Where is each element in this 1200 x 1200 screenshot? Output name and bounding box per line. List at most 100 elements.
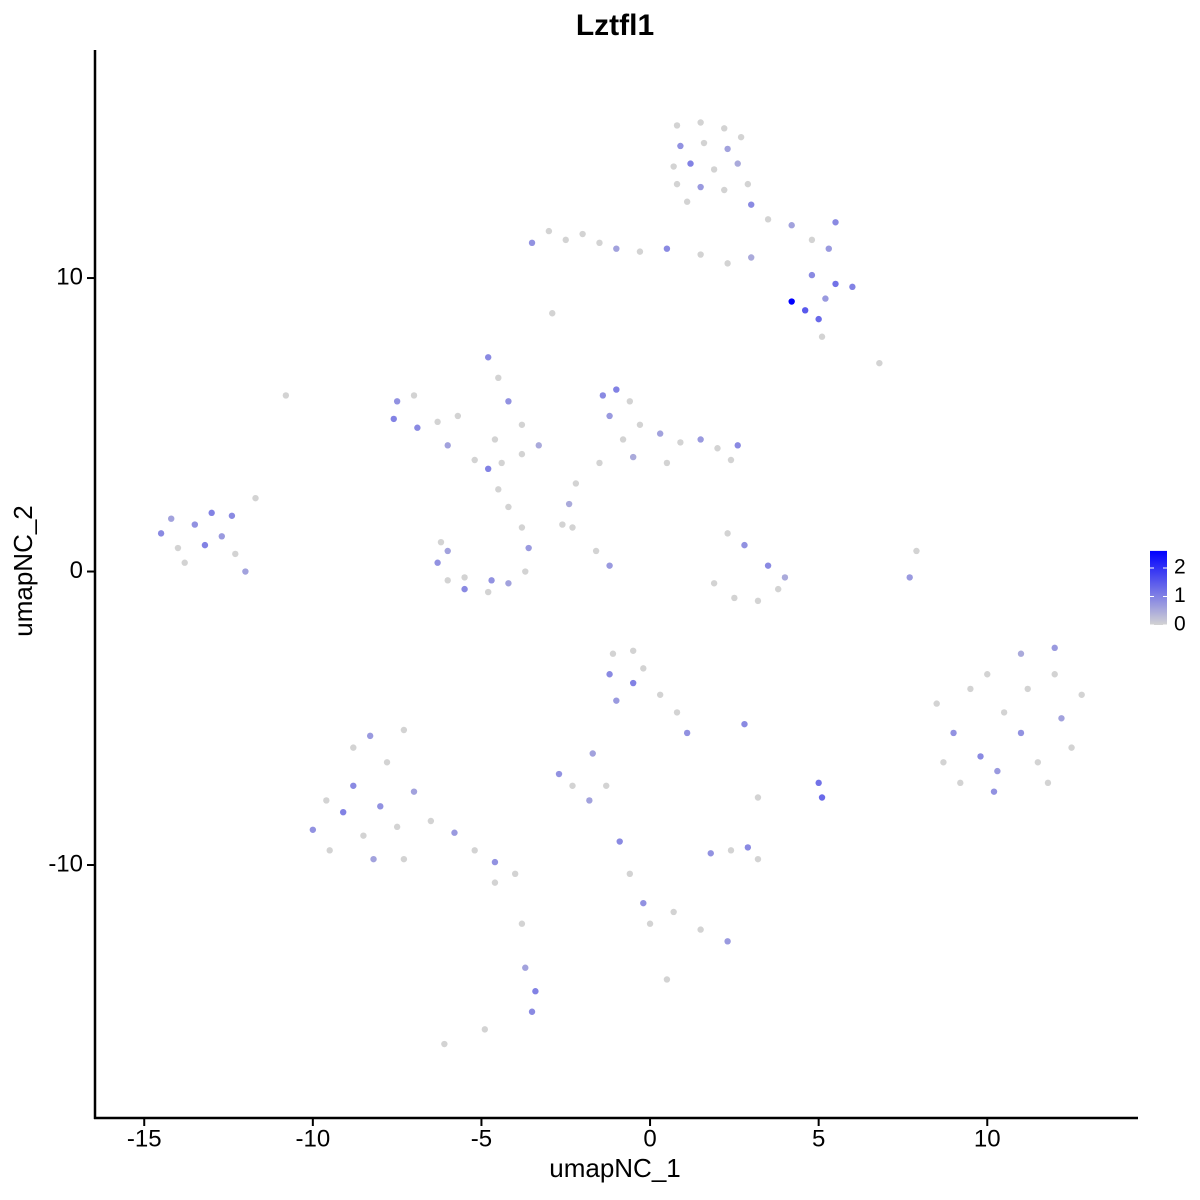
point xyxy=(370,855,377,863)
point xyxy=(562,236,569,244)
point xyxy=(748,254,755,261)
point xyxy=(488,577,495,584)
point xyxy=(484,588,492,596)
point xyxy=(441,1040,448,1048)
point xyxy=(913,547,920,555)
point xyxy=(609,650,617,657)
point xyxy=(559,521,566,528)
point xyxy=(495,486,502,493)
point xyxy=(906,574,913,581)
point xyxy=(572,480,580,487)
point xyxy=(731,594,738,602)
point xyxy=(754,794,762,801)
point xyxy=(876,359,883,367)
point xyxy=(788,222,795,229)
point xyxy=(174,544,182,552)
point xyxy=(754,597,762,605)
point xyxy=(596,239,603,247)
x-tick-label: 5 xyxy=(812,1125,825,1152)
point xyxy=(677,439,684,446)
point xyxy=(565,500,573,508)
point xyxy=(569,782,576,789)
point xyxy=(613,697,620,704)
point xyxy=(484,354,492,361)
point xyxy=(801,307,809,314)
colorbar-label: 2 xyxy=(1174,556,1186,579)
point xyxy=(518,421,526,428)
y-axis-label: umapNC_2 xyxy=(8,505,38,637)
point xyxy=(724,530,731,537)
point xyxy=(518,450,526,458)
point xyxy=(400,726,408,734)
point xyxy=(350,744,357,751)
point xyxy=(741,541,748,549)
point xyxy=(454,412,462,420)
point xyxy=(673,709,681,716)
point xyxy=(505,580,512,587)
point xyxy=(410,788,418,795)
point xyxy=(626,398,634,405)
points xyxy=(157,119,1085,1048)
point xyxy=(748,201,755,208)
point xyxy=(933,700,940,707)
point xyxy=(697,926,704,933)
point xyxy=(434,418,441,426)
point xyxy=(1017,650,1025,657)
x-tick-label: -15 xyxy=(127,1125,162,1152)
point xyxy=(636,421,644,428)
point xyxy=(724,145,731,153)
point xyxy=(727,847,735,854)
point xyxy=(491,436,499,443)
point xyxy=(393,398,401,405)
point xyxy=(282,392,290,399)
point xyxy=(498,459,505,467)
point xyxy=(549,310,556,317)
point xyxy=(589,750,596,757)
point xyxy=(697,183,704,191)
point xyxy=(410,392,418,399)
y-tick-label: -10 xyxy=(48,850,83,877)
point xyxy=(616,838,623,845)
point xyxy=(737,133,745,141)
point xyxy=(815,315,822,323)
point xyxy=(1044,779,1052,787)
point xyxy=(940,759,947,766)
point xyxy=(603,782,610,789)
point xyxy=(461,574,468,581)
point xyxy=(721,186,728,194)
point xyxy=(629,647,637,654)
point xyxy=(252,494,259,502)
point xyxy=(818,333,826,340)
point xyxy=(714,445,721,452)
point xyxy=(518,920,526,927)
point xyxy=(201,541,209,549)
point xyxy=(697,251,704,258)
point xyxy=(818,794,826,801)
y-tick-label: 0 xyxy=(70,557,83,584)
x-axis-label: umapNC_1 xyxy=(549,1153,681,1183)
point xyxy=(656,430,664,437)
point xyxy=(522,964,529,971)
point xyxy=(734,160,741,167)
point xyxy=(532,988,539,995)
point xyxy=(437,538,445,546)
point xyxy=(414,424,421,431)
point xyxy=(232,550,239,558)
point xyxy=(1024,685,1031,693)
point xyxy=(339,808,347,816)
point xyxy=(377,803,384,810)
point xyxy=(808,271,816,279)
point xyxy=(434,559,441,566)
point xyxy=(754,855,762,863)
point xyxy=(535,442,542,449)
point xyxy=(781,574,789,581)
point xyxy=(656,691,664,698)
point xyxy=(825,245,832,252)
point xyxy=(191,521,199,528)
point xyxy=(815,779,822,787)
point xyxy=(471,847,478,854)
point xyxy=(326,847,333,854)
point xyxy=(832,219,839,226)
point xyxy=(977,753,984,760)
